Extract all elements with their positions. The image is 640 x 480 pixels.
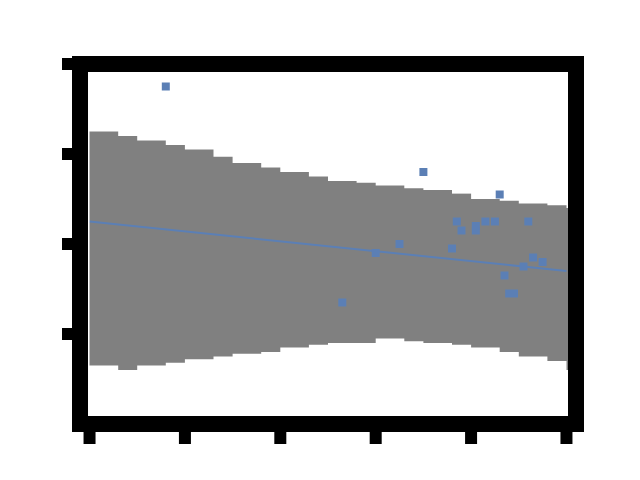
data-point	[495, 190, 504, 199]
confidence-band-layer	[89, 131, 575, 370]
data-point	[500, 271, 509, 280]
data-point	[510, 289, 518, 298]
data-point	[457, 226, 466, 235]
data-point	[524, 217, 533, 226]
data-point	[490, 217, 499, 226]
plot-frame	[72, 56, 584, 432]
data-point	[371, 249, 380, 257]
fit-line-layer	[89, 220, 567, 272]
data-point	[505, 289, 514, 298]
data-point	[338, 298, 347, 307]
data-point	[519, 262, 528, 271]
data-points-layer	[161, 82, 547, 307]
data-point	[471, 222, 480, 230]
data-point	[448, 244, 456, 253]
data-point	[161, 82, 170, 91]
data-point	[471, 226, 480, 235]
data-point	[481, 217, 490, 226]
confidence-band	[89, 131, 575, 370]
data-point	[452, 217, 461, 226]
regression-line	[89, 220, 567, 272]
data-point	[529, 253, 538, 262]
data-point	[395, 240, 404, 248]
data-point	[538, 258, 547, 266]
data-point	[419, 168, 428, 176]
